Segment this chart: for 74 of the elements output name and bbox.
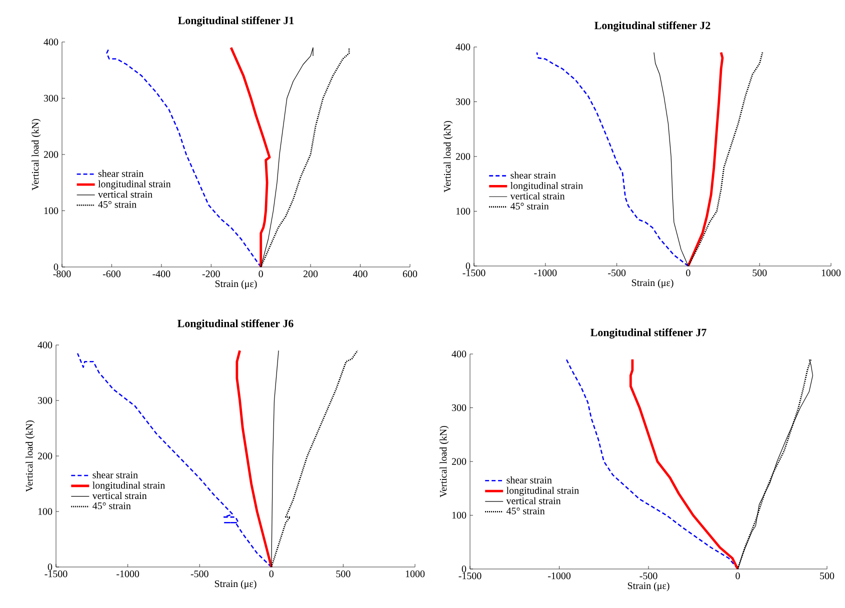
legend-label: shear strain — [98, 170, 144, 177]
chart-title: Longitudinal stiffener J6 — [178, 319, 294, 330]
y-tick-label: 200 — [44, 151, 58, 158]
legend-label: longitudinal strain — [98, 180, 171, 190]
x-axis-title: Strain (με) — [215, 280, 257, 290]
x-axis-title: Strain (με) — [214, 580, 256, 590]
x-tick-label: 500 — [820, 572, 834, 580]
x-axis-title: Strain (με) — [628, 582, 670, 592]
y-tick-label: 0 — [54, 264, 58, 270]
x-tick-label: 0 — [269, 570, 274, 578]
legend-label: 45° strain — [506, 508, 545, 514]
legend-label: 45° strain — [98, 201, 136, 208]
y-tick-label: 300 — [456, 98, 470, 106]
y-tick-label: 200 — [456, 153, 470, 160]
legend-label: vertical strain — [98, 190, 152, 198]
y-tick-label: 0 — [48, 564, 52, 570]
legend-label: shear strain — [510, 172, 556, 179]
legend-label: longitudinal strain — [510, 182, 583, 192]
legend-label: vertical strain — [506, 497, 561, 504]
legend-label: longitudinal strain — [506, 486, 579, 496]
x-tick-label: 200 — [304, 270, 318, 278]
x-tick-label: 0 — [258, 270, 263, 278]
x-tick-label: 500 — [336, 570, 350, 578]
x-tick-label: 0 — [736, 572, 740, 580]
x-tick-label: 500 — [752, 270, 767, 276]
x-tick-label: -500 — [190, 570, 208, 578]
legend-label: vertical strain — [510, 192, 565, 200]
x-tick-label: -500 — [640, 572, 658, 580]
x-tick-label: -200 — [202, 270, 220, 278]
y-tick-label: 300 — [38, 397, 52, 404]
y-axis-title: Vertical load (kN) — [26, 420, 35, 492]
x-tick-label: -600 — [102, 270, 120, 278]
legend-label: longitudinal strain — [92, 482, 165, 491]
legend-label: vertical strain — [92, 492, 147, 500]
y-tick-label: 100 — [44, 207, 58, 214]
y-tick-label: 0 — [462, 566, 466, 572]
y-tick-label: 200 — [38, 452, 52, 460]
x-tick-label: 400 — [352, 270, 368, 278]
y-tick-label: 200 — [452, 458, 466, 465]
y-tick-label: 100 — [38, 508, 52, 515]
y-axis-title: Vertical load (kN) — [32, 118, 41, 190]
legend-label: shear strain — [506, 476, 552, 484]
x-tick-label: 1000 — [406, 570, 425, 578]
y-tick-label: 400 — [38, 342, 52, 348]
x-tick-label: 600 — [402, 270, 418, 278]
chart-title: Longitudinal stiffener J2 — [594, 21, 710, 32]
legend-label: 45° strain — [510, 202, 549, 210]
x-tick-label: -1500 — [44, 570, 68, 578]
x-tick-label: -1000 — [116, 570, 140, 578]
legend-label: 45° strain — [92, 502, 131, 510]
y-tick-label: 400 — [44, 38, 58, 46]
y-tick-label: 100 — [456, 208, 470, 215]
x-tick-label: -1500 — [458, 572, 482, 580]
y-axis-title: Vertical load (kN) — [444, 120, 453, 192]
x-tick-label: -800 — [53, 270, 71, 278]
line-series — [76, 352, 272, 568]
x-axis-title: Strain (με) — [632, 279, 674, 288]
legend-label: shear strain — [92, 471, 138, 478]
x-tick-label: -400 — [152, 270, 170, 278]
x-tick-label: 1000 — [822, 270, 841, 276]
y-tick-label: 400 — [456, 44, 470, 50]
y-tick-label: 300 — [44, 94, 58, 102]
x-tick-label: -1500 — [462, 270, 486, 276]
x-tick-label: -1000 — [548, 572, 571, 580]
y-tick-label: 400 — [452, 350, 466, 358]
chart-title: Longitudinal stiffener J7 — [590, 328, 706, 338]
chart-title: Longitudinal stiffener J1 — [178, 16, 294, 26]
x-tick-label: -1000 — [534, 270, 557, 276]
y-tick-label: 300 — [452, 404, 466, 412]
x-tick-label: -500 — [608, 270, 626, 276]
y-tick-label: 100 — [452, 512, 466, 519]
y-tick-label: 0 — [466, 262, 470, 270]
y-axis-title: Vertical load (kN) — [440, 426, 449, 498]
x-tick-label: 0 — [686, 270, 690, 276]
